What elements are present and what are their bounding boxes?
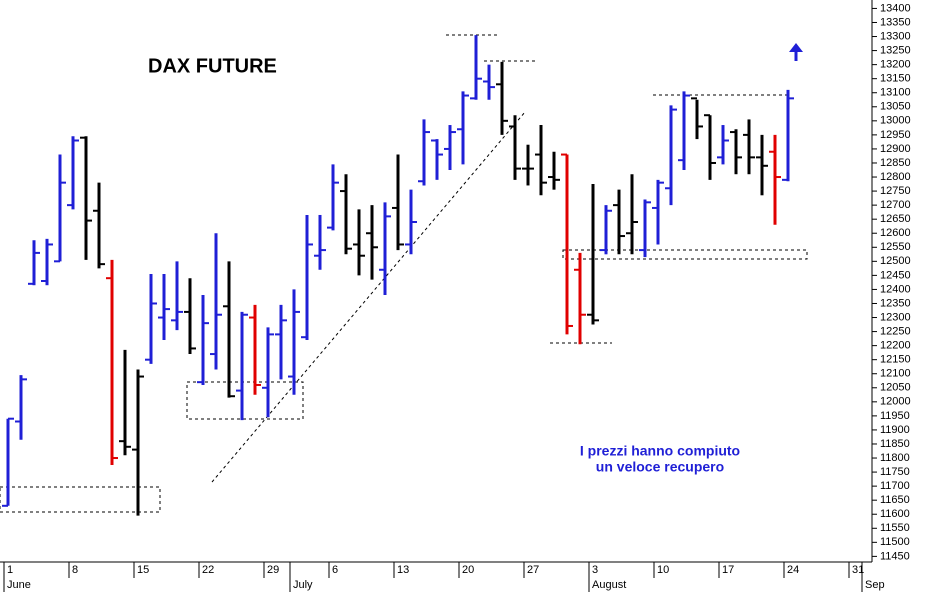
month-label: August [592,579,626,591]
y-tick-label: 13400 [880,2,911,14]
x-tick-label: 13 [397,564,409,576]
x-tick-label: 3 [592,564,598,576]
y-tick-label: 11700 [880,480,910,492]
y-tick-label: 13200 [880,59,911,71]
y-tick-label: 12600 [880,227,911,239]
y-tick-label: 12950 [880,129,911,141]
y-tick-label: 12900 [880,143,911,155]
y-tick-label: 12450 [880,269,911,281]
y-tick-label: 12800 [880,171,911,183]
x-tick-label: 20 [462,564,474,576]
y-tick-label: 11900 [880,424,910,436]
y-tick-label: 12400 [880,283,911,295]
y-tick-label: 13000 [880,115,911,127]
y-tick-label: 12200 [880,340,911,352]
x-tick-label: 24 [787,564,799,576]
support-box [0,486,161,513]
annotations [0,34,808,513]
x-tick-label: 29 [267,564,279,576]
arrow-head [789,43,803,52]
y-tick-label: 11450 [880,550,910,562]
y-tick-label: 11800 [880,452,910,464]
y-tick-label: 12100 [880,368,911,380]
month-label: July [293,579,313,591]
x-tick-label: 15 [137,564,149,576]
y-tick-label: 11500 [880,536,910,548]
y-tick-label: 11750 [880,466,910,478]
x-tick-label: 8 [72,564,78,576]
y-tick-label: 13050 [880,101,911,113]
y-tick-label: 12850 [880,157,911,169]
x-tick-label: 22 [202,564,214,576]
y-tick-label: 11650 [880,494,910,506]
y-tick-label: 12750 [880,185,911,197]
y-tick-label: 13250 [880,44,911,56]
y-tick-label: 12050 [880,382,911,394]
support-box [562,249,808,260]
y-tick-label: 12700 [880,199,911,211]
y-tick-label: 12150 [880,354,911,366]
support-box [186,381,304,420]
y-tick-label: 13350 [880,16,911,28]
x-tick-label: 6 [332,564,338,576]
y-tick-label: 12650 [880,213,911,225]
y-tick-label: 12300 [880,311,911,323]
x-tick-label: 10 [657,564,669,576]
y-tick-label: 11550 [880,522,910,534]
x-tick-label: 1 [7,564,13,576]
y-tick-label: 12000 [880,396,911,408]
trend-line [211,111,526,483]
month-label: June [7,579,31,591]
x-tick-label: 31 [852,564,864,576]
y-tick-label: 11600 [880,508,910,520]
annotation: I prezzi hanno compiuto [580,443,740,459]
y-tick-label: 13300 [880,30,911,42]
y-tick-label: 12500 [880,255,911,267]
y-tick-label: 12550 [880,241,911,253]
chart-title: DAX FUTURE [148,55,277,77]
y-tick-label: 12250 [880,325,911,337]
x-tick-label: 17 [722,564,734,576]
y-tick-label: 11850 [880,438,910,450]
y-tick-label: 13150 [880,73,911,85]
y-tick-label: 12350 [880,297,911,309]
y-tick-label: 11950 [880,410,910,422]
month-label: Sep [865,579,885,591]
x-tick-label: 27 [527,564,539,576]
y-tick-label: 13100 [880,87,911,99]
annotation: un veloce recupero [596,459,724,475]
